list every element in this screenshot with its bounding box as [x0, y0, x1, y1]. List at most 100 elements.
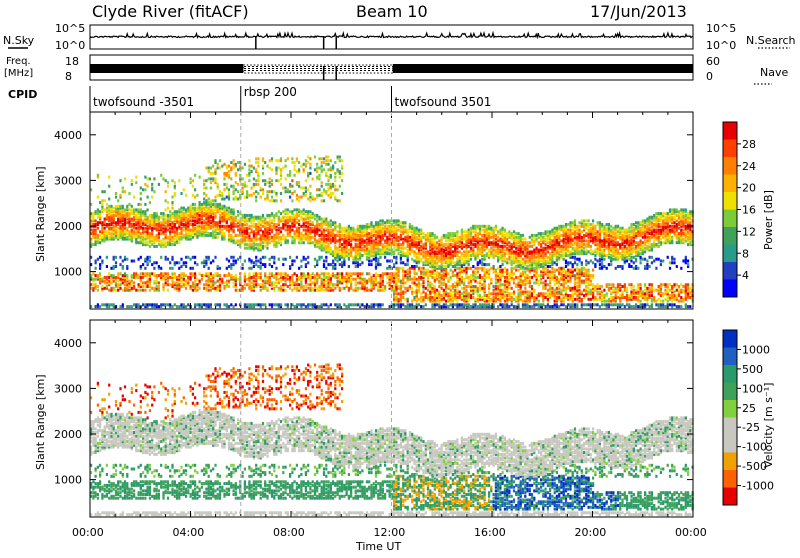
power-cell	[429, 252, 431, 255]
power-cell	[497, 256, 499, 259]
power-cell	[377, 239, 379, 242]
power-cell	[307, 283, 309, 286]
power-cell	[472, 225, 474, 228]
power-cell	[92, 229, 94, 232]
power-cell	[307, 261, 309, 264]
power-cell	[321, 185, 323, 188]
freq-band-rbsp	[243, 66, 392, 72]
power-cell	[327, 243, 329, 246]
power-cell	[282, 283, 284, 286]
power-cell	[251, 281, 253, 284]
power-cell	[246, 190, 248, 193]
power-cell	[327, 276, 329, 279]
power-cell	[133, 223, 135, 226]
power-cell	[484, 225, 486, 228]
power-cell	[237, 190, 239, 193]
power-cell	[223, 281, 225, 284]
power-cell	[316, 272, 318, 275]
power-cell	[337, 230, 339, 233]
power-cell	[389, 219, 391, 222]
power-cell	[484, 303, 486, 306]
power-cell	[233, 229, 235, 232]
power-cell	[248, 168, 250, 171]
power-cell	[298, 287, 300, 290]
power-cell	[495, 234, 497, 237]
power-cell	[321, 161, 323, 164]
power-cell	[398, 229, 400, 232]
power-cell	[337, 303, 339, 306]
power-cell	[214, 203, 216, 206]
power-cell	[219, 214, 221, 217]
power-cell	[122, 187, 124, 190]
power-cell	[477, 232, 479, 235]
power-cell	[343, 238, 345, 241]
power-cell	[330, 274, 332, 277]
power-cell	[386, 260, 388, 263]
power-cell	[294, 230, 296, 233]
power-cell	[479, 267, 481, 270]
power-cell	[133, 230, 135, 233]
power-cell	[327, 187, 329, 190]
power-cell	[305, 190, 307, 193]
power-cell	[190, 177, 192, 180]
power-cell	[142, 227, 144, 230]
power-cell	[246, 283, 248, 286]
power-cell	[271, 212, 273, 215]
power-cell	[298, 181, 300, 184]
power-cell	[327, 168, 329, 171]
power-cell	[402, 285, 404, 288]
power-cell	[153, 280, 155, 283]
power-cell	[511, 296, 513, 299]
power-cell	[368, 272, 370, 275]
power-cell	[343, 303, 345, 306]
power-cell	[474, 276, 476, 279]
power-cell	[384, 221, 386, 224]
power-cell	[149, 303, 151, 306]
power-cell	[131, 274, 133, 277]
power-cell	[339, 303, 341, 306]
power-cell	[307, 156, 309, 159]
power-cell	[251, 238, 253, 241]
power-cell	[230, 177, 232, 180]
power-cell	[479, 280, 481, 283]
power-cell	[318, 229, 320, 232]
power-cell	[126, 274, 128, 277]
power-cell	[398, 303, 400, 306]
power-cell	[318, 234, 320, 237]
power-cell	[271, 272, 273, 275]
power-cell	[479, 294, 481, 297]
power-cell	[411, 287, 413, 290]
power-cell	[275, 212, 277, 215]
power-cell	[461, 241, 463, 244]
power-cell	[429, 296, 431, 299]
power-cell	[251, 225, 253, 228]
power-cell	[325, 163, 327, 166]
power-cell	[386, 267, 388, 270]
power-cell	[128, 230, 130, 233]
power-cell	[257, 157, 259, 160]
power-cell	[126, 236, 128, 239]
power-cell	[260, 227, 262, 230]
power-cell	[420, 296, 422, 299]
power-cell	[355, 229, 357, 232]
power-cell	[210, 167, 212, 170]
power-cell	[291, 274, 293, 277]
power-cell	[106, 281, 108, 284]
power-cell	[445, 234, 447, 237]
power-cell	[285, 283, 287, 286]
power-cell	[341, 227, 343, 230]
power-cell	[377, 274, 379, 277]
power-cell	[278, 287, 280, 290]
power-cell	[95, 219, 97, 222]
power-cell	[323, 157, 325, 160]
power-cell	[108, 236, 110, 239]
power-cell	[194, 203, 196, 206]
power-cell	[434, 272, 436, 275]
power-cell	[115, 256, 117, 259]
power-cell	[452, 291, 454, 294]
power-cell	[312, 177, 314, 180]
power-cell	[404, 221, 406, 224]
power-cell	[352, 289, 354, 292]
power-cell	[316, 170, 318, 173]
power-cell	[115, 221, 117, 224]
